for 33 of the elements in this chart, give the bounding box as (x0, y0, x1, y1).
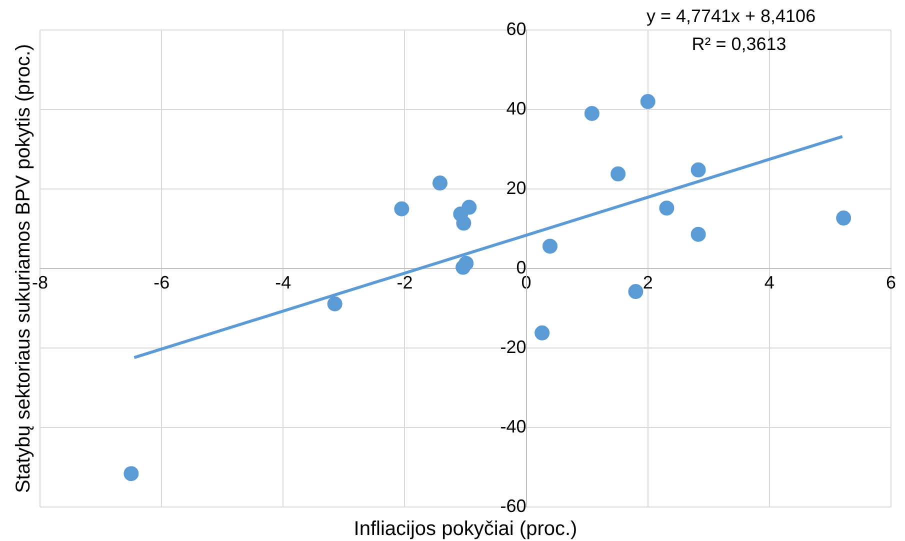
point (462, 200, 477, 215)
point (456, 260, 471, 275)
y-tick-label: -40 (500, 416, 526, 436)
point (610, 166, 626, 182)
point (659, 200, 674, 216)
point (640, 94, 656, 110)
point (456, 216, 472, 231)
y-tick-label: -20 (500, 336, 526, 357)
point (327, 296, 342, 312)
y-tick-label: -60 (500, 496, 526, 516)
point (124, 466, 139, 482)
y-tick-label: 60 (506, 18, 526, 39)
point (836, 210, 852, 226)
y-tick-label: 20 (506, 178, 526, 198)
y-tick-label: 40 (506, 98, 526, 118)
x-tick-label: 4 (764, 272, 774, 292)
x-axis-title: Infliacijos pokyčiai (proc.) (354, 518, 578, 540)
x-tick-label: -6 (154, 272, 170, 292)
point (690, 226, 706, 242)
point (432, 176, 448, 191)
point (628, 284, 644, 300)
annotation: R² = 0,3613 (692, 34, 786, 54)
point (584, 106, 600, 121)
text: y = 4,7741x + 8,4106 (646, 6, 816, 26)
point (690, 162, 706, 178)
y-tick-label: 0 (516, 257, 526, 278)
x-tick-label: -4 (275, 272, 292, 292)
x-tick-label: 6 (886, 272, 896, 292)
x-tick-label: 2 (642, 272, 653, 292)
point (542, 238, 558, 254)
point (534, 325, 550, 340)
x-tick-label: -2 (396, 272, 413, 292)
point (394, 201, 410, 216)
